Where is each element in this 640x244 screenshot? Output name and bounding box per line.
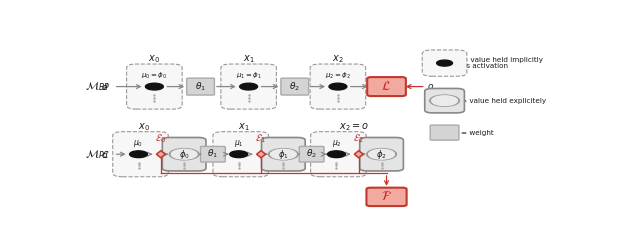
FancyBboxPatch shape xyxy=(425,89,465,113)
Text: $\mu_2{=}\phi_2$: $\mu_2{=}\phi_2$ xyxy=(325,71,351,81)
Polygon shape xyxy=(156,151,165,158)
Text: $\mu_2$: $\mu_2$ xyxy=(332,138,341,149)
FancyBboxPatch shape xyxy=(163,138,206,171)
FancyBboxPatch shape xyxy=(200,146,225,162)
Circle shape xyxy=(429,95,460,106)
Circle shape xyxy=(240,83,257,90)
Circle shape xyxy=(172,149,197,159)
FancyBboxPatch shape xyxy=(430,125,459,140)
Text: = value held implicitly: = value held implicitly xyxy=(462,57,543,63)
Text: $\mathcal{E}_2$: $\mathcal{E}_2$ xyxy=(353,132,364,145)
FancyBboxPatch shape xyxy=(367,188,406,206)
Text: = value held explicitely: = value held explicitely xyxy=(461,98,546,104)
Text: $\mathcal{M}_{PC}$: $\mathcal{M}_{PC}$ xyxy=(85,148,110,161)
Text: $\mu_0$: $\mu_0$ xyxy=(134,138,143,149)
Circle shape xyxy=(367,149,396,160)
FancyBboxPatch shape xyxy=(300,146,324,162)
Text: $o$: $o$ xyxy=(427,82,434,91)
FancyBboxPatch shape xyxy=(367,77,406,96)
FancyBboxPatch shape xyxy=(113,132,168,177)
Text: as activation: as activation xyxy=(462,63,508,69)
Text: $\mathcal{M}_{BP}$: $\mathcal{M}_{BP}$ xyxy=(85,80,110,93)
FancyBboxPatch shape xyxy=(310,132,366,177)
Text: $\mathcal{L}$: $\mathcal{L}$ xyxy=(381,80,392,93)
FancyBboxPatch shape xyxy=(213,132,269,177)
Text: $x_0$: $x_0$ xyxy=(148,53,161,65)
Circle shape xyxy=(269,149,298,160)
Text: $\mu_1$: $\mu_1$ xyxy=(234,138,244,149)
Circle shape xyxy=(271,149,296,159)
Circle shape xyxy=(145,83,163,90)
Circle shape xyxy=(328,151,346,158)
Text: $\mu_1{=}\phi_1$: $\mu_1{=}\phi_1$ xyxy=(236,71,262,81)
FancyBboxPatch shape xyxy=(127,64,182,109)
FancyBboxPatch shape xyxy=(360,138,403,171)
Circle shape xyxy=(431,96,458,106)
FancyBboxPatch shape xyxy=(221,64,276,109)
FancyBboxPatch shape xyxy=(422,50,467,76)
Text: $\theta_1$: $\theta_1$ xyxy=(207,148,218,161)
Text: $x_2$: $x_2$ xyxy=(332,53,344,65)
Text: $\phi_0$: $\phi_0$ xyxy=(179,148,189,161)
Text: $x_1$: $x_1$ xyxy=(243,53,255,65)
Text: $\theta_1$: $\theta_1$ xyxy=(195,80,206,93)
Circle shape xyxy=(329,83,347,90)
FancyBboxPatch shape xyxy=(310,64,365,109)
Polygon shape xyxy=(257,151,266,158)
Text: $\theta_2$: $\theta_2$ xyxy=(306,148,317,161)
Circle shape xyxy=(369,149,394,159)
Circle shape xyxy=(436,60,452,66)
Circle shape xyxy=(230,151,248,158)
Text: $d$: $d$ xyxy=(101,81,109,92)
Circle shape xyxy=(170,149,199,160)
Text: $x_0$: $x_0$ xyxy=(138,121,150,133)
Text: $\theta_2$: $\theta_2$ xyxy=(289,80,300,93)
Text: = weight: = weight xyxy=(461,130,493,136)
FancyBboxPatch shape xyxy=(281,78,308,95)
Text: $\mathcal{F}$: $\mathcal{F}$ xyxy=(381,190,392,203)
Circle shape xyxy=(129,151,147,158)
Polygon shape xyxy=(355,151,364,158)
Text: $\phi_1$: $\phi_1$ xyxy=(278,148,289,161)
Text: $\mu_0{=}\phi_0$: $\mu_0{=}\phi_0$ xyxy=(141,71,167,81)
Text: $\phi_2$: $\phi_2$ xyxy=(376,148,387,161)
Text: $d$: $d$ xyxy=(101,149,109,160)
FancyBboxPatch shape xyxy=(187,78,214,95)
Text: $\mathcal{E}_1$: $\mathcal{E}_1$ xyxy=(255,132,267,145)
FancyBboxPatch shape xyxy=(262,138,305,171)
Text: $x_1$: $x_1$ xyxy=(238,121,250,133)
Text: $x_2 = o$: $x_2 = o$ xyxy=(339,121,369,133)
Text: $\mathcal{E}_0$: $\mathcal{E}_0$ xyxy=(155,132,166,145)
